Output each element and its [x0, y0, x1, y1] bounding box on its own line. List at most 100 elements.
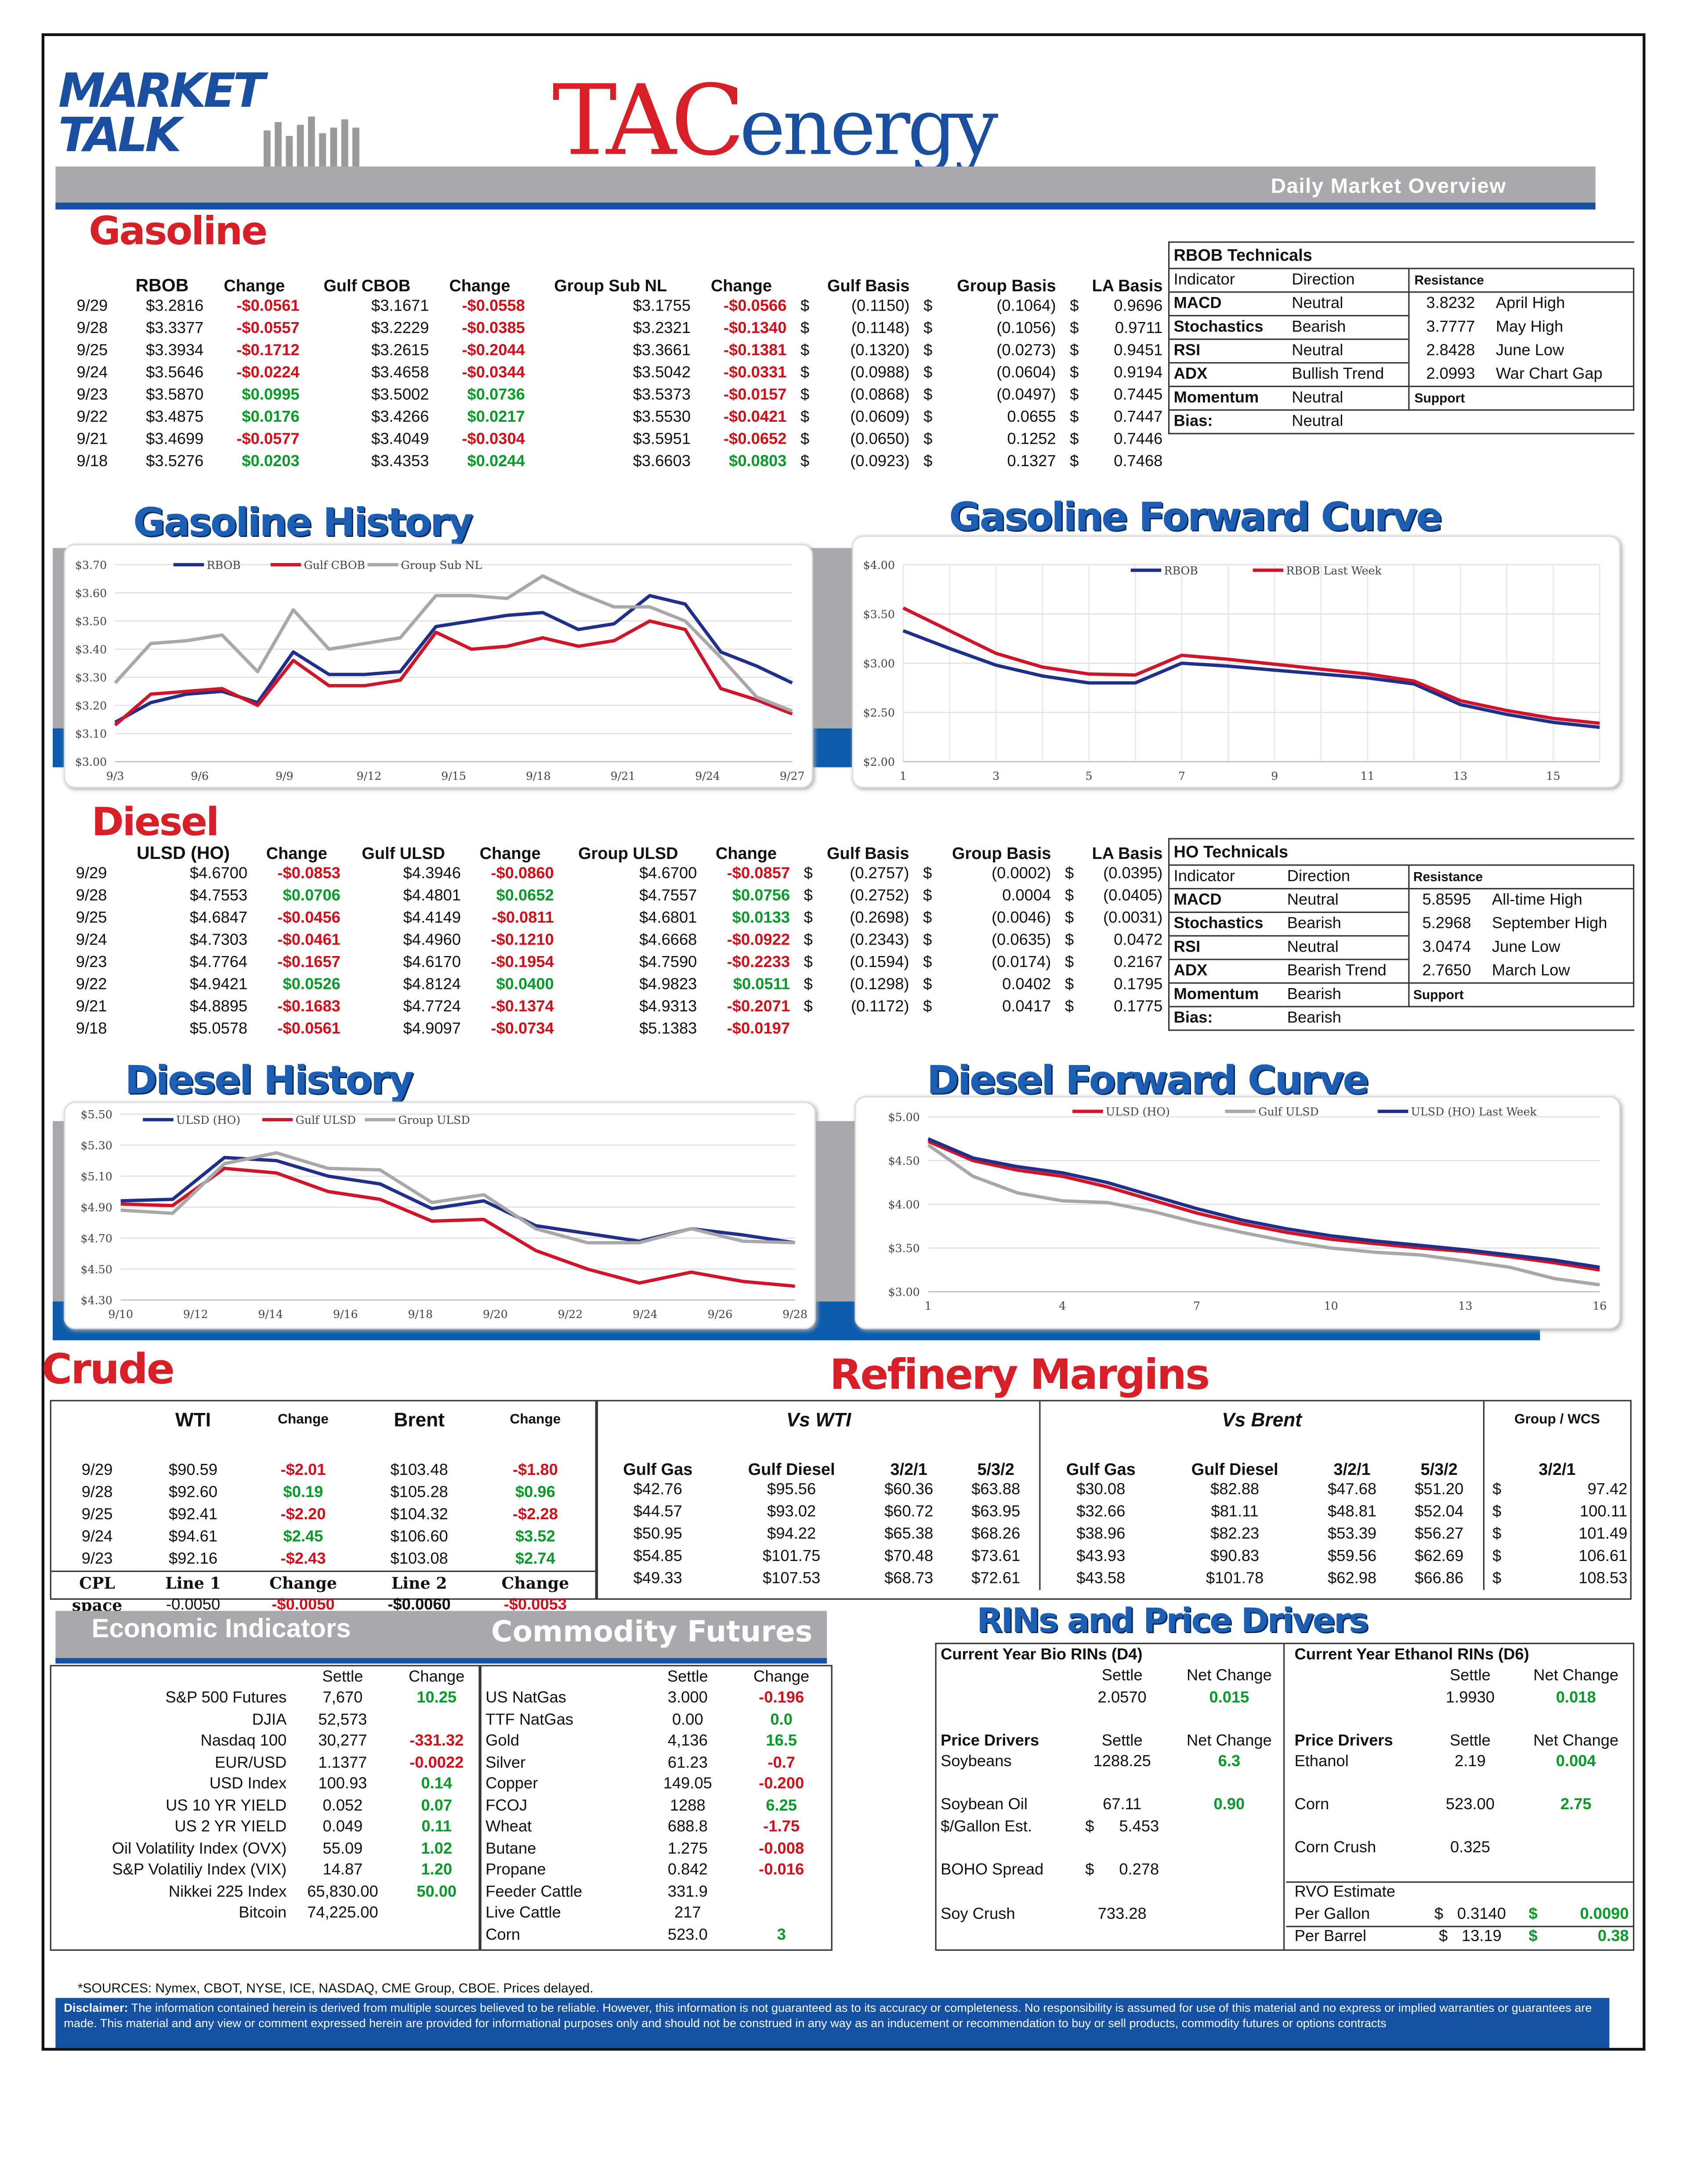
change-cell: 50.00 [416, 1883, 457, 1901]
dollar-sign: $ [1483, 1546, 1524, 1568]
y-tick-label: $4.50 [81, 1263, 112, 1276]
settle-header: Settle [1450, 1668, 1491, 1685]
pergallon-cell: $0.3140 [1422, 1904, 1519, 1926]
basis-value: (0.2757) [850, 866, 909, 883]
disclaimer-label: Disclaimer: [64, 2000, 128, 2015]
basis-cell: $ (0.0405) [1054, 885, 1166, 908]
basis-value: (0.1298) [850, 977, 909, 994]
legend-label: RBOB [207, 559, 241, 572]
soyoil-label: Soybean Oil [941, 1797, 1028, 1814]
support-label: Support [1408, 385, 1635, 411]
legend-label: ULSD (HO) [176, 1114, 240, 1126]
tech-row: Momentum Neutral Support [1168, 385, 1635, 411]
dollar-sign: $ [923, 932, 932, 949]
label-cell: Feeder Cattle [485, 1883, 583, 1901]
settle-header: Settle [1450, 1732, 1491, 1749]
d6-title: Current Year Ethanol RINs (D6) [1294, 1646, 1529, 1663]
y-tick-label: $3.20 [75, 699, 107, 712]
level-label: All-time High [1475, 888, 1635, 913]
wcs-cell: 101.49 [1578, 1526, 1628, 1543]
gasoline-forward-title: Gasoline Forward Curve [949, 494, 1442, 540]
basis-cell: $ (0.1594) [793, 952, 912, 974]
diesel-history-chart: $4.30 $4.50 $4.70 $4.90 $5.10 $5.30 $5.50 9/10 9… [64, 1101, 816, 1329]
table-row: $49.33 $107.53 $68.73 $72.61 $43.58 $101.78 $6… [598, 1568, 1630, 1590]
dollar-sign: $ [1064, 866, 1074, 883]
dollar-sign: $ [1070, 453, 1079, 471]
col-header: 5/3/2 [977, 1460, 1014, 1479]
tech-head: Resistance [1408, 268, 1635, 293]
col-header: WTI [175, 1408, 211, 1431]
basis-cell: $ (0.2698) [793, 907, 912, 930]
change-cell: -$0.1683 [277, 999, 340, 1016]
dollar-sign: $ [923, 409, 933, 426]
date-cell: 9/23 [81, 1551, 113, 1568]
x-tick-label: 9/10 [108, 1308, 133, 1321]
legend-label: Group ULSD [398, 1114, 470, 1126]
direction-cell: Neutral [1283, 935, 1408, 960]
price-drivers: Price Drivers [1294, 1732, 1393, 1749]
margin-cell: $101.75 [763, 1548, 821, 1565]
price-cell: $3.4875 [146, 409, 204, 426]
change-cell: -$0.0811 [492, 910, 554, 927]
tech-head-row: Indicator Direction Resistance [1168, 864, 1635, 890]
basis-value: 0.9451 [1114, 343, 1163, 359]
dollar-sign: $ [923, 387, 933, 404]
econ-title: Economic Indicators [91, 1615, 351, 1644]
price-cell: $4.7724 [403, 999, 461, 1016]
price-cell: $3.5530 [633, 409, 691, 426]
col-header: Group Basis [957, 275, 1056, 295]
tech-row: Bias: Bearish [1168, 1006, 1634, 1031]
col-header: Change [266, 843, 327, 862]
x-tick-label: 9/9 [275, 770, 293, 782]
change-cell: -$0.1374 [491, 999, 554, 1016]
settle-cell: 1288 [670, 1797, 706, 1815]
x-tick-label: 11 [1361, 770, 1375, 782]
basis-value: (0.0923) [850, 453, 910, 471]
direction-cell: Bearish [1287, 315, 1410, 340]
y-tick-label: $5.00 [888, 1111, 920, 1124]
header-row: Gulf Gas Gulf Diesel 3/2/1 5/3/2 Gulf Gas Gul… [598, 1460, 1630, 1479]
basis-value: 0.1795 [1114, 977, 1163, 994]
basis-value: (0.1320) [850, 343, 910, 359]
table-row: Bitcoin 74,225.00 [51, 1903, 479, 1924]
dollar-sign: $ [1439, 1929, 1448, 1946]
basis-cell: $0.1775 [1054, 996, 1166, 1018]
basis-value: 0.9711 [1115, 320, 1163, 337]
settle-cell: 688.8 [667, 1819, 708, 1836]
dollar-sign: $ [1528, 1929, 1538, 1946]
table-row: 9/29 $3.2816 -$0.0561 $3.1671 -$0.0558 $3.175… [67, 296, 1166, 318]
table-row: S&P Volatiliy Index (VIX) 14.87 1.20 [51, 1860, 479, 1881]
table-row: Silver 61.23 -0.7 [481, 1753, 831, 1774]
series-line-gulf-cbob [114, 619, 793, 727]
dollar-sign: $ [923, 320, 933, 337]
corn-settle: 523.00 [1445, 1797, 1495, 1814]
d6-change: 0.018 [1556, 1689, 1596, 1706]
table-row: Gold 4,136 16.5 [481, 1731, 831, 1753]
page-frame [41, 33, 1646, 2051]
logo-energy: energy [739, 83, 998, 174]
table-row: Copper 149.05 -0.200 [481, 1774, 831, 1796]
legend-label: Group Sub NL [401, 559, 482, 572]
x-tick-label: 9/22 [558, 1308, 583, 1321]
change-cell: $0.0652 [496, 888, 554, 905]
table-row: $50.95 $94.22 $65.38 $68.26 $38.96 $82.23 $53.… [598, 1523, 1630, 1546]
corn-label: Corn [1294, 1797, 1329, 1814]
price-cell: $3.2615 [371, 343, 429, 359]
label-cell: Copper [485, 1776, 538, 1793]
change-cell: -$0.0860 [491, 866, 554, 883]
logo-talk: TALK [58, 108, 182, 164]
tech-head: Direction [1283, 864, 1408, 889]
change-cell: -$0.0385 [462, 320, 525, 337]
change-cell: -0.196 [759, 1690, 804, 1707]
basis-value: (0.1148) [851, 320, 910, 337]
margin-cell: $49.33 [633, 1570, 682, 1587]
indicator-cell: ADX [1168, 959, 1283, 983]
indicator-cell: MACD [1168, 888, 1283, 913]
basis-cell: $0.7446 [1059, 429, 1166, 451]
change-cell: -$0.1210 [491, 932, 554, 949]
basis-value: (0.0988) [850, 365, 910, 382]
change-cell: -$0.2233 [727, 954, 790, 971]
legend-label: Gulf ULSD [1258, 1105, 1318, 1118]
dollar-sign: $ [800, 343, 810, 359]
col-header: Change [716, 843, 777, 862]
